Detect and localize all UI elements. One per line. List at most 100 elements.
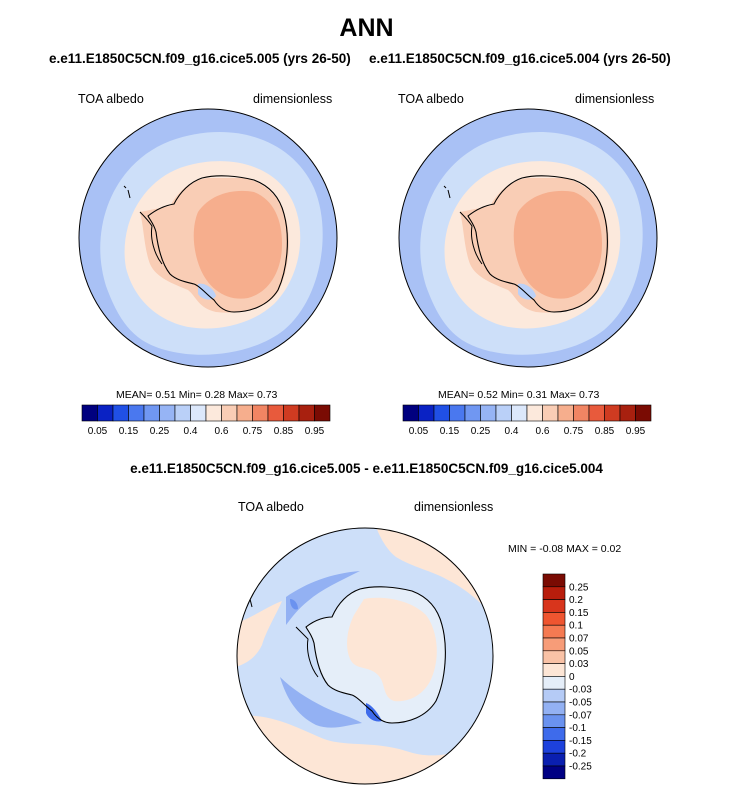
colorbar-diff-box xyxy=(542,714,566,728)
case-title-right: e.e11.E1850C5CN.f09_g16.cice5.004 (yrs 2… xyxy=(369,51,671,66)
colorbar-right: 0.05 0.15 0.25 0.4 0.6 0.75 0.85 0.95 xyxy=(402,404,652,437)
colorbar-right-label: 0.6 xyxy=(536,426,550,437)
colorbar-right-box xyxy=(635,404,652,422)
colorbar-right-box xyxy=(619,404,636,422)
case-title-left: e.e11.E1850C5CN.f09_g16.cice5.005 (yrs 2… xyxy=(49,51,351,66)
colorbar-right-label: 0.05 xyxy=(409,426,429,437)
colorbar-left-box xyxy=(174,404,191,422)
colorbar-right-box xyxy=(604,404,621,422)
diff-units-label: dimensionless xyxy=(414,500,494,514)
colorbar-diff-label: -0.25 xyxy=(569,762,592,773)
colorbar-left-label: 0.75 xyxy=(243,426,263,437)
colorbar-left-box xyxy=(81,404,98,422)
stats-right: MEAN= 0.52 Min= 0.31 Max= 0.73 xyxy=(438,389,600,401)
colorbar-left-label: 0.6 xyxy=(215,426,229,437)
colorbar-right-label: 0.75 xyxy=(564,426,584,437)
colorbar-right-box xyxy=(588,404,605,422)
colorbar-diff-box xyxy=(542,752,566,767)
units-label-left: dimensionless xyxy=(253,92,333,106)
colorbar-diff-label: -0.1 xyxy=(569,723,587,734)
colorbar-diff-label: 0.03 xyxy=(569,659,589,670)
map-diff-continent-pos xyxy=(347,597,437,702)
colorbar-left-box xyxy=(143,404,160,422)
colorbar-diff-box xyxy=(542,727,566,741)
map-diff-neg-strong xyxy=(366,703,382,722)
map-diff-neg-band xyxy=(286,571,360,625)
colorbar-right-box xyxy=(511,404,528,422)
colorbar-diff-label: 0.05 xyxy=(569,646,589,657)
colorbar-diff-box xyxy=(542,573,566,588)
colorbar-left-box xyxy=(252,404,269,422)
colorbar-right-box xyxy=(449,404,466,422)
colorbar-diff-label: 0.2 xyxy=(569,595,583,606)
colorbar-diff-box xyxy=(542,624,566,639)
map-diff-pos-left xyxy=(237,601,282,667)
colorbar-left-box xyxy=(112,404,129,422)
colorbar-left-box xyxy=(267,404,284,422)
colorbar-diff-box xyxy=(542,701,566,716)
colorbar-right-box xyxy=(480,404,497,422)
colorbar-diff-label: -0.07 xyxy=(569,710,592,721)
colorbar-left-label: 0.05 xyxy=(88,426,108,437)
colorbar-right-label: 0.15 xyxy=(440,426,460,437)
colorbar-left-box xyxy=(221,404,238,422)
colorbar-left-box xyxy=(97,404,114,422)
colorbar-diff-box xyxy=(542,663,566,677)
colorbar-diff-box xyxy=(542,688,566,703)
colorbar-right-label: 0.25 xyxy=(471,426,491,437)
colorbar-diff-box xyxy=(542,612,566,626)
colorbar-right-box xyxy=(526,404,543,422)
colorbar-diff-box xyxy=(542,586,566,600)
colorbar-left-label: 0.15 xyxy=(119,426,139,437)
colorbar-diff-label: 0 xyxy=(569,672,575,683)
colorbar-left-box xyxy=(159,404,176,422)
colorbar-diff-box xyxy=(542,650,566,664)
units-label-right: dimensionless xyxy=(575,92,655,106)
diff-minmax: MIN = -0.08 MAX = 0.02 xyxy=(508,543,622,555)
colorbar-diff-label: -0.05 xyxy=(569,698,592,709)
colorbar-right-label: 0.85 xyxy=(595,426,615,437)
map-diff-neg-band2 xyxy=(280,677,362,728)
colorbar-left-label: 0.95 xyxy=(305,426,325,437)
map-left-blue-notch xyxy=(198,283,216,300)
colorbar-diff-label: 0.07 xyxy=(569,634,589,645)
colorbar-right-box xyxy=(542,404,559,422)
colorbar-diff-label: 0.15 xyxy=(569,608,589,619)
colorbar-diff: 0.250.20.150.10.070.050.030-0.03-0.05-0.… xyxy=(542,573,592,780)
colorbar-left-box xyxy=(283,404,300,422)
colorbar-right-label: 0.95 xyxy=(626,426,646,437)
colorbar-left-label: 0.25 xyxy=(150,426,170,437)
colorbar-right-box xyxy=(573,404,590,422)
colorbar-left-box xyxy=(236,404,253,422)
colorbar-diff-label: 0.25 xyxy=(569,582,589,593)
map-left xyxy=(78,108,338,368)
variable-label-right: TOA albedo xyxy=(398,92,464,106)
map-left-coastline xyxy=(147,175,288,313)
colorbar-diff-box xyxy=(542,765,566,780)
colorbar-diff-box xyxy=(542,676,566,690)
colorbar-right-box xyxy=(418,404,435,422)
colorbar-right-box xyxy=(557,404,574,422)
colorbar-diff-box xyxy=(542,740,566,754)
colorbar-right-box xyxy=(402,404,419,422)
stats-left: MEAN= 0.51 Min= 0.28 Max= 0.73 xyxy=(116,389,278,401)
map-right-salmon-zone xyxy=(513,190,602,299)
map-right-blue-notch xyxy=(518,283,536,300)
colorbar-left-box xyxy=(298,404,315,422)
colorbar-diff-label: -0.15 xyxy=(569,736,592,747)
map-right xyxy=(398,108,658,368)
colorbar-right-label: 0.4 xyxy=(505,426,519,437)
colorbar-left-box xyxy=(128,404,145,422)
diff-title: e.e11.E1850C5CN.f09_g16.cice5.005 - e.e1… xyxy=(130,461,603,476)
colorbar-diff-box xyxy=(542,637,566,652)
map-diff xyxy=(236,527,494,785)
colorbar-diff-box xyxy=(542,599,566,613)
colorbar-diff-label: -0.2 xyxy=(569,749,587,760)
colorbar-diff-label: 0.1 xyxy=(569,621,583,632)
colorbar-right-box xyxy=(495,404,512,422)
map-left-salmon-zone xyxy=(193,190,282,299)
colorbar-left: 0.05 0.15 0.25 0.4 0.6 0.75 0.85 0.95 xyxy=(81,404,331,437)
diff-variable-label: TOA albedo xyxy=(238,500,304,514)
colorbar-right-box xyxy=(464,404,481,422)
map-right-coastline xyxy=(467,175,608,313)
